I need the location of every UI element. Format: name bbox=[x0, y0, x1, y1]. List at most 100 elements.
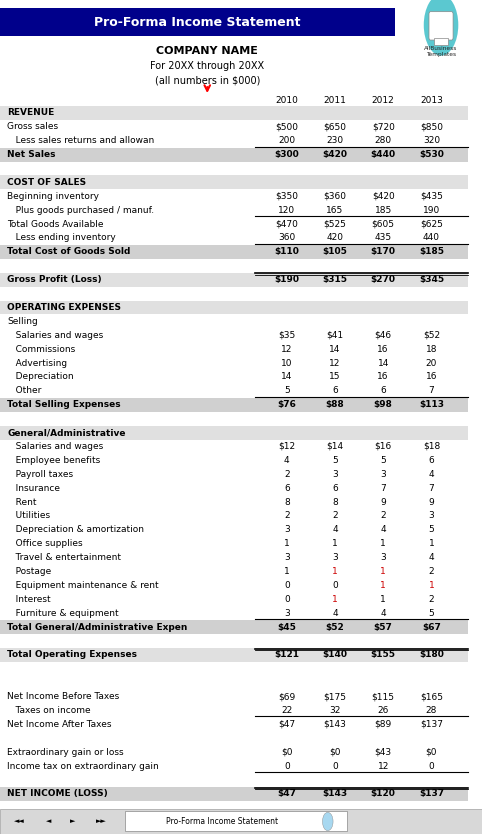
Text: $530: $530 bbox=[419, 150, 444, 159]
Text: $605: $605 bbox=[372, 219, 395, 229]
Text: Gross Profit (Loss): Gross Profit (Loss) bbox=[7, 275, 102, 284]
Text: Advertising: Advertising bbox=[7, 359, 67, 368]
Text: Salaries and wages: Salaries and wages bbox=[7, 331, 104, 339]
Text: 5: 5 bbox=[284, 386, 290, 395]
Text: 2: 2 bbox=[428, 595, 434, 604]
Text: 6: 6 bbox=[428, 456, 434, 465]
Text: Net Income Before Taxes: Net Income Before Taxes bbox=[7, 692, 120, 701]
Text: 0: 0 bbox=[332, 761, 338, 771]
Text: 4: 4 bbox=[332, 609, 338, 618]
Text: 9: 9 bbox=[428, 498, 434, 506]
Text: 26: 26 bbox=[377, 706, 389, 715]
FancyBboxPatch shape bbox=[0, 648, 468, 662]
Text: 16: 16 bbox=[377, 373, 389, 381]
Text: $420: $420 bbox=[372, 192, 395, 201]
Text: Equipment maintenance & rent: Equipment maintenance & rent bbox=[7, 581, 159, 590]
Text: 5: 5 bbox=[428, 609, 434, 618]
Text: 3: 3 bbox=[332, 553, 338, 562]
Text: $41: $41 bbox=[326, 331, 344, 339]
FancyBboxPatch shape bbox=[0, 175, 468, 189]
Text: 5: 5 bbox=[380, 456, 386, 465]
Text: 12: 12 bbox=[281, 344, 293, 354]
Text: 1: 1 bbox=[332, 567, 338, 576]
FancyBboxPatch shape bbox=[0, 787, 468, 801]
Text: ◄◄: ◄◄ bbox=[14, 818, 25, 825]
Text: $12: $12 bbox=[278, 442, 295, 451]
Text: $0: $0 bbox=[329, 748, 341, 756]
Text: $35: $35 bbox=[278, 331, 295, 339]
Text: Total Goods Available: Total Goods Available bbox=[7, 219, 104, 229]
Text: $0: $0 bbox=[281, 748, 293, 756]
Text: $105: $105 bbox=[322, 248, 348, 256]
Text: Travel & entertainment: Travel & entertainment bbox=[7, 553, 121, 562]
Text: COMPANY NAME: COMPANY NAME bbox=[156, 46, 258, 56]
Text: 120: 120 bbox=[278, 206, 295, 214]
Text: 2: 2 bbox=[380, 511, 386, 520]
Text: Insurance: Insurance bbox=[7, 484, 60, 493]
Text: Utilities: Utilities bbox=[7, 511, 50, 520]
Text: 185: 185 bbox=[375, 206, 392, 214]
FancyBboxPatch shape bbox=[0, 809, 482, 834]
Text: Total Operating Expenses: Total Operating Expenses bbox=[7, 651, 137, 660]
Text: 8: 8 bbox=[332, 498, 338, 506]
FancyBboxPatch shape bbox=[0, 300, 468, 314]
Text: $300: $300 bbox=[274, 150, 299, 159]
Text: $345: $345 bbox=[419, 275, 444, 284]
Text: $315: $315 bbox=[322, 275, 348, 284]
Circle shape bbox=[322, 812, 333, 831]
Text: $121: $121 bbox=[274, 651, 299, 660]
Text: $435: $435 bbox=[420, 192, 443, 201]
Text: 16: 16 bbox=[426, 373, 437, 381]
Text: $500: $500 bbox=[275, 123, 298, 131]
Text: 3: 3 bbox=[332, 470, 338, 479]
Text: Depreciation & amortization: Depreciation & amortization bbox=[7, 525, 144, 535]
Text: 1: 1 bbox=[428, 581, 434, 590]
Text: OPERATING EXPENSES: OPERATING EXPENSES bbox=[7, 303, 121, 312]
Text: 0: 0 bbox=[284, 595, 290, 604]
Text: Less ending inventory: Less ending inventory bbox=[7, 234, 116, 243]
Text: $89: $89 bbox=[375, 720, 392, 729]
Text: Other: Other bbox=[7, 386, 41, 395]
Text: REVENUE: REVENUE bbox=[7, 108, 54, 118]
Text: Selling: Selling bbox=[7, 317, 38, 326]
Text: 0: 0 bbox=[332, 581, 338, 590]
Text: Payroll taxes: Payroll taxes bbox=[7, 470, 73, 479]
Text: 32: 32 bbox=[329, 706, 341, 715]
Text: ◄: ◄ bbox=[45, 818, 51, 825]
Text: $137: $137 bbox=[420, 720, 443, 729]
Text: Depreciation: Depreciation bbox=[7, 373, 74, 381]
Text: Postage: Postage bbox=[7, 567, 52, 576]
Text: 0: 0 bbox=[284, 581, 290, 590]
Text: ►: ► bbox=[69, 818, 75, 825]
Text: $47: $47 bbox=[277, 790, 296, 798]
Text: 200: 200 bbox=[278, 136, 295, 145]
Text: Net Income After Taxes: Net Income After Taxes bbox=[7, 720, 112, 729]
Circle shape bbox=[423, 0, 459, 57]
Text: 3: 3 bbox=[428, 511, 434, 520]
Text: $270: $270 bbox=[371, 275, 396, 284]
Text: Plus goods purchased / manuf.: Plus goods purchased / manuf. bbox=[7, 206, 154, 214]
Text: 4: 4 bbox=[380, 609, 386, 618]
FancyBboxPatch shape bbox=[125, 811, 347, 831]
Text: 3: 3 bbox=[380, 470, 386, 479]
Text: 9: 9 bbox=[380, 498, 386, 506]
Text: $165: $165 bbox=[420, 692, 443, 701]
FancyBboxPatch shape bbox=[0, 148, 468, 162]
Text: 3: 3 bbox=[284, 609, 290, 618]
Text: $52: $52 bbox=[326, 623, 344, 631]
Text: 2013: 2013 bbox=[420, 96, 443, 104]
Text: 1: 1 bbox=[380, 567, 386, 576]
Text: 320: 320 bbox=[423, 136, 440, 145]
Text: 0: 0 bbox=[284, 761, 290, 771]
Text: $67: $67 bbox=[422, 623, 441, 631]
Text: 8: 8 bbox=[284, 498, 290, 506]
Text: NET INCOME (LOSS): NET INCOME (LOSS) bbox=[7, 790, 108, 798]
Text: 420: 420 bbox=[326, 234, 344, 243]
Text: Interest: Interest bbox=[7, 595, 51, 604]
Text: $47: $47 bbox=[278, 720, 295, 729]
Text: $850: $850 bbox=[420, 123, 443, 131]
Text: $190: $190 bbox=[274, 275, 299, 284]
Text: 28: 28 bbox=[426, 706, 437, 715]
Text: $625: $625 bbox=[420, 219, 443, 229]
Text: $440: $440 bbox=[371, 150, 396, 159]
